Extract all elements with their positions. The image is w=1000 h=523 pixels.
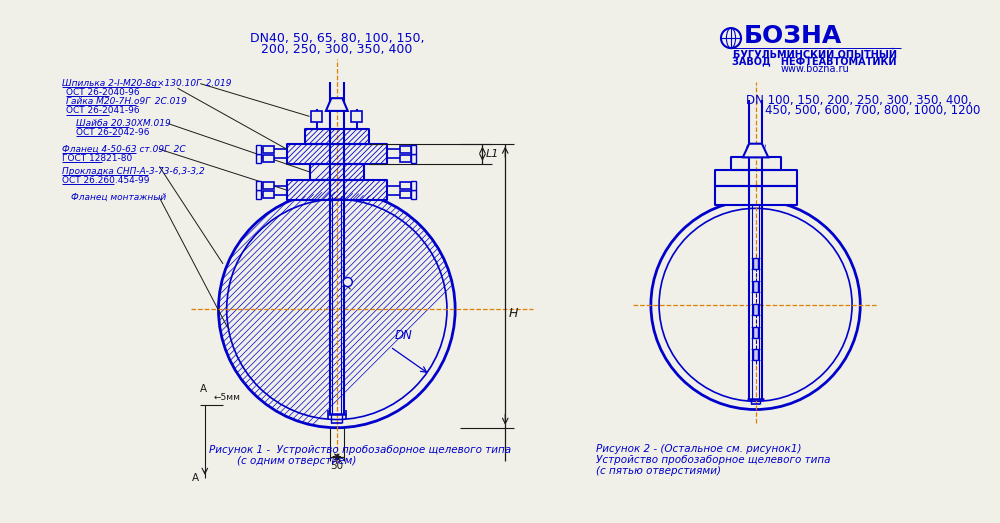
Bar (263, 155, 274, 162)
Circle shape (227, 199, 447, 419)
Circle shape (651, 200, 860, 410)
Bar (263, 182, 274, 189)
Text: 200, 250, 300, 350, 400: 200, 250, 300, 350, 400 (261, 42, 413, 55)
Bar (731, 157, 781, 170)
Text: 50: 50 (330, 461, 343, 471)
Bar (753, 327, 758, 338)
Bar (256, 144, 261, 154)
Bar (287, 144, 387, 164)
Bar (753, 258, 758, 269)
Bar (753, 304, 758, 315)
Text: (с пятью отверстиями): (с пятью отверстиями) (596, 465, 721, 475)
Text: Фланец монтажный: Фланец монтажный (71, 193, 166, 202)
Text: A: A (199, 383, 207, 394)
Bar (715, 187, 797, 204)
Bar (256, 181, 261, 190)
Text: ОСТ 26-2042-96: ОСТ 26-2042-96 (76, 128, 150, 137)
Text: (с одним отверстием): (с одним отверстием) (237, 457, 356, 467)
Bar (256, 190, 261, 199)
Text: L1: L1 (485, 149, 499, 158)
Text: Прокладка СНП-А-3-73-6,3-3,2: Прокладка СНП-А-3-73-6,3-3,2 (62, 166, 205, 176)
Bar (400, 155, 411, 162)
Bar (287, 180, 387, 200)
Bar (305, 129, 369, 144)
Circle shape (218, 191, 455, 428)
Text: A: A (192, 473, 199, 483)
Text: ОСТ 26-2041-96: ОСТ 26-2041-96 (66, 106, 139, 116)
Text: БУГУЛЬМИНСКИЙ ОПЫТНЫЙ: БУГУЛЬМИНСКИЙ ОПЫТНЫЙ (733, 50, 897, 60)
Bar (351, 111, 362, 122)
Text: DN 100, 150, 200, 250, 300, 350, 400,: DN 100, 150, 200, 250, 300, 350, 400, (746, 94, 972, 107)
Bar (263, 145, 274, 153)
Bar (400, 145, 411, 153)
Text: H: H (509, 306, 518, 320)
Bar (256, 154, 261, 163)
Text: DN: DN (395, 329, 412, 342)
Polygon shape (326, 98, 348, 111)
Text: DN40, 50, 65, 80, 100, 150,: DN40, 50, 65, 80, 100, 150, (250, 31, 424, 44)
Bar (411, 144, 416, 154)
Bar (400, 182, 411, 189)
Bar (715, 170, 797, 187)
Text: Рисунок 1 -  Устройство пробозаборное щелевого типа: Рисунок 1 - Устройство пробозаборное щел… (209, 446, 511, 456)
Text: www.bozna.ru: www.bozna.ru (780, 64, 849, 74)
Circle shape (659, 208, 852, 401)
Bar (411, 190, 416, 199)
Bar (753, 349, 758, 360)
Polygon shape (743, 144, 768, 157)
Text: Фланец 4-50-63 ст.09Г 2С: Фланец 4-50-63 ст.09Г 2С (62, 145, 186, 154)
Text: ГОСТ 12821-80: ГОСТ 12821-80 (62, 154, 132, 163)
Text: 450, 500, 600, 700, 800, 1000, 1200: 450, 500, 600, 700, 800, 1000, 1200 (765, 105, 980, 118)
Bar (311, 111, 322, 122)
Bar (411, 181, 416, 190)
Text: ←5мм: ←5мм (214, 393, 241, 402)
Text: Шпилька 2-I-M20-8g×130.10Г 2.019: Шпилька 2-I-M20-8g×130.10Г 2.019 (62, 79, 231, 88)
Text: ЗАВОД   НЕФТЕАВТОМАТИКИ: ЗАВОД НЕФТЕАВТОМАТИКИ (732, 57, 897, 67)
Bar (753, 281, 758, 292)
Text: БОЗНА: БОЗНА (744, 24, 842, 48)
Text: ОСТ 26.260.454-99: ОСТ 26.260.454-99 (62, 176, 149, 185)
Circle shape (343, 278, 352, 287)
Bar (411, 154, 416, 163)
Text: Устройство пробозаборное щелевого типа: Устройство пробозаборное щелевого типа (596, 454, 831, 464)
Text: Гайка М20-7Н.о9Г 2С.019: Гайка М20-7Н.о9Г 2С.019 (66, 97, 186, 106)
Bar (263, 191, 274, 198)
Bar (310, 164, 364, 180)
Bar (400, 191, 411, 198)
Text: ОСТ 26-2040-96: ОСТ 26-2040-96 (66, 88, 139, 97)
Text: Рисунок 2 - (Остальное см. рисунок1): Рисунок 2 - (Остальное см. рисунок1) (596, 444, 802, 453)
Text: Шайба 20.30ХМ.019: Шайба 20.30ХМ.019 (76, 119, 171, 128)
